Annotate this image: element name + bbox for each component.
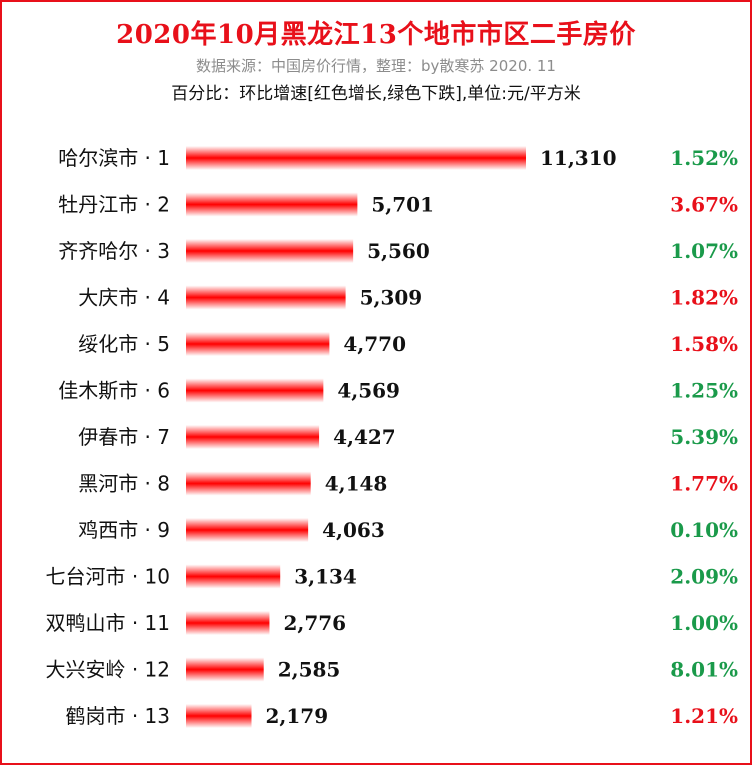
category-label: 绥化市 · 5: [78, 332, 170, 356]
bar: [186, 425, 320, 449]
change-label: 1.25%: [670, 379, 738, 403]
value-label: 4,569: [337, 379, 400, 403]
category-label: 牡丹江市 · 2: [58, 193, 170, 217]
bar: [186, 611, 270, 635]
bar-row: 鹤岗市 · 13 2,179 1.21%: [65, 704, 738, 728]
change-label: 3.67%: [670, 193, 738, 217]
bar-row: 大兴安岭 · 12 2,585 8.01%: [45, 657, 738, 682]
category-label: 黑河市 · 8: [78, 472, 170, 496]
change-label: 0.10%: [670, 518, 738, 542]
change-label: 1.77%: [670, 472, 738, 496]
value-label: 4,770: [343, 332, 406, 356]
change-label: 1.58%: [670, 332, 738, 356]
bar: [186, 471, 311, 496]
value-label: 11,310: [540, 146, 617, 170]
bar-row: 佳木斯市 · 6 4,569 1.25%: [58, 378, 738, 403]
bar-row: 大庆市 · 4 5,309 1.82%: [78, 285, 738, 310]
chart-rows: 哈尔滨市 · 1 11,310 1.52% 牡丹江市 · 2 5,701 3.67% 齐齐哈…: [45, 146, 738, 728]
change-label: 1.00%: [670, 611, 738, 635]
category-label: 伊春市 · 7: [78, 425, 170, 449]
category-label: 大兴安岭 · 12: [45, 658, 170, 682]
bar: [186, 285, 346, 310]
bar-row: 双鸭山市 · 11 2,776 1.00%: [45, 611, 738, 635]
bar: [186, 704, 252, 728]
category-label: 鸡西市 · 9: [78, 518, 170, 542]
value-label: 5,560: [367, 239, 430, 263]
change-label: 8.01%: [670, 658, 738, 682]
bar-row: 鸡西市 · 9 4,063 0.10%: [78, 518, 738, 542]
category-label: 七台河市 · 10: [45, 565, 170, 589]
chart-title: 2020年10月黑龙江13个地市市区二手房价: [116, 20, 636, 50]
bar-row: 黑河市 · 8 4,148 1.77%: [78, 471, 738, 496]
category-label: 齐齐哈尔 · 3: [58, 239, 170, 263]
bar-row: 齐齐哈尔 · 3 5,560 1.07%: [58, 239, 738, 263]
category-label: 哈尔滨市 · 1: [58, 146, 170, 170]
value-label: 2,179: [266, 704, 329, 728]
bar-row: 绥化市 · 5 4,770 1.58%: [78, 332, 738, 356]
bar-row: 牡丹江市 · 2 5,701 3.67%: [58, 192, 738, 217]
value-label: 2,776: [283, 611, 346, 635]
bar: [186, 657, 264, 682]
bar: [186, 564, 281, 589]
category-label: 双鸭山市 · 11: [45, 611, 170, 635]
change-label: 2.09%: [670, 565, 738, 589]
change-label: 1.52%: [670, 146, 738, 170]
value-label: 4,148: [325, 472, 388, 496]
bar-row: 伊春市 · 7 4,427 5.39%: [78, 425, 738, 449]
value-label: 5,309: [360, 286, 423, 310]
bar: [186, 192, 358, 217]
data-source: 数据来源：中国房价行情，整理：by散寒苏 2020. 11: [196, 57, 556, 75]
value-label: 3,134: [294, 565, 357, 589]
bar-row: 七台河市 · 10 3,134 2.09%: [45, 564, 738, 589]
value-label: 5,701: [371, 193, 434, 217]
category-label: 佳木斯市 · 6: [58, 379, 170, 403]
legend-note: 百分比：环比增速[红色增长,绿色下跌],单位:元/平方米: [171, 84, 581, 104]
change-label: 1.07%: [670, 239, 738, 263]
change-label: 1.82%: [670, 286, 738, 310]
value-label: 2,585: [278, 658, 341, 682]
bar: [186, 239, 354, 263]
bar-row: 哈尔滨市 · 1 11,310 1.52%: [58, 146, 738, 170]
bar: [186, 518, 309, 542]
change-label: 1.21%: [670, 704, 738, 728]
bar: [186, 332, 330, 356]
bar: [186, 146, 526, 170]
category-label: 鹤岗市 · 13: [65, 704, 170, 728]
change-label: 5.39%: [670, 425, 738, 449]
category-label: 大庆市 · 4: [78, 286, 170, 310]
bar: [186, 378, 324, 403]
value-label: 4,063: [322, 518, 385, 542]
value-label: 4,427: [333, 425, 396, 449]
